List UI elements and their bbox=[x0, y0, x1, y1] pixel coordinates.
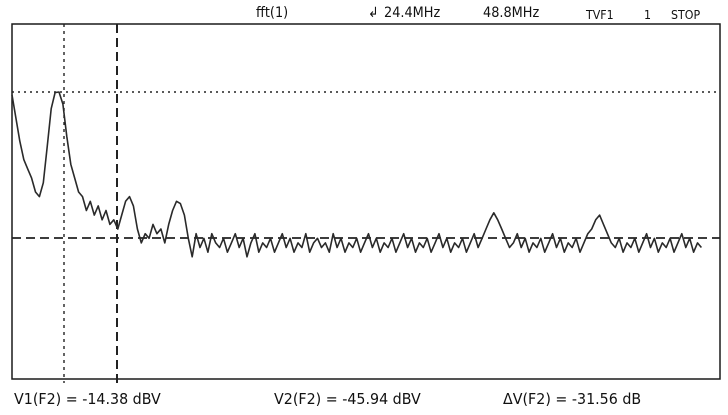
fft-trace-group bbox=[11, 91, 703, 258]
run-state-label: STOP bbox=[671, 8, 701, 22]
channel-count: 1 bbox=[644, 8, 652, 22]
fft-source-label: fft(1) bbox=[256, 5, 289, 21]
v2-readout: V2(F2) = -45.94 dBV bbox=[274, 390, 421, 408]
trigger-icon: ↲ bbox=[368, 5, 379, 21]
span-frequency: 48.8MHz bbox=[483, 5, 540, 21]
delta-v-readout: ΔV(F2) = -31.56 dB bbox=[503, 390, 642, 408]
timebase-label: TVF1 bbox=[586, 8, 614, 22]
center-frequency: 24.4MHz bbox=[384, 5, 441, 21]
v1-readout: V1(F2) = -14.38 dBV bbox=[14, 390, 161, 408]
status-header: fft(1) ↲ 24.4MHz 48.8MHz TVF1 1 STOP bbox=[0, 0, 728, 26]
graticule-frame bbox=[11, 23, 721, 380]
fft-spectrum-trace bbox=[11, 91, 703, 258]
